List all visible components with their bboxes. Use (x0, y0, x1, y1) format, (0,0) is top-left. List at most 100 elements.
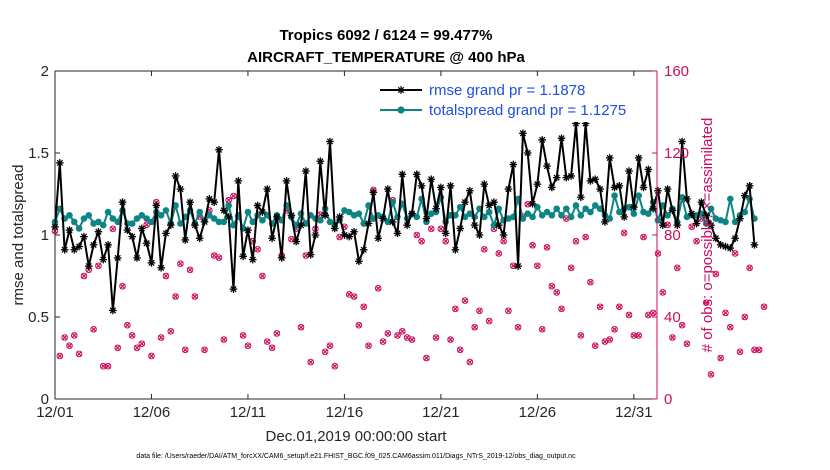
totalspread-point (220, 218, 228, 226)
obs-count-markers (51, 186, 768, 378)
rmse-point (494, 221, 503, 229)
obs-point (66, 342, 73, 350)
legend-spread-marker (397, 106, 405, 114)
totalspread-point (727, 195, 734, 203)
totalspread-point (625, 203, 633, 211)
obs-point (99, 362, 107, 370)
y-left-tick-label: 0.5 (28, 309, 49, 326)
obs-point (678, 321, 686, 329)
rmse-point (523, 149, 532, 157)
legend-box (374, 76, 650, 122)
rmse-point (745, 182, 754, 190)
totalspread-point (177, 220, 184, 227)
rmse-point (118, 198, 127, 206)
totalspread-point (104, 208, 112, 216)
obs-point (736, 348, 744, 356)
obs-point (355, 321, 363, 329)
rmse-point (601, 218, 609, 226)
obs-point (751, 346, 758, 354)
obs-point (659, 289, 667, 296)
rmse-point (258, 208, 267, 216)
totalspread-point (606, 215, 614, 222)
y-axis-right-label: # of obs: o=possible; ×=assimilated (699, 118, 716, 353)
rmse-point (166, 221, 175, 229)
totalspread-point (664, 212, 671, 219)
obs-point (529, 241, 536, 249)
totalspread-point (591, 202, 599, 209)
rmse-point (736, 214, 744, 223)
totalspread-point (75, 225, 83, 232)
rmse-point (412, 170, 421, 179)
rmse-point (731, 234, 739, 243)
rmse-point (707, 221, 715, 229)
obs-point (596, 303, 604, 311)
rmse-point (596, 185, 604, 193)
obs-point (254, 246, 261, 253)
rmse-point (379, 214, 387, 223)
y-right-tick-label: 120 (664, 145, 689, 162)
rmse-point (533, 180, 542, 188)
obs-point (471, 323, 478, 331)
obs-point (384, 330, 392, 337)
rmse-point (65, 226, 74, 234)
rmse-point (668, 206, 677, 215)
rmse-point (475, 231, 484, 239)
totalspread-point (645, 210, 652, 217)
rmse-point (171, 172, 180, 180)
obs-point (538, 326, 546, 333)
totalspread-point (128, 220, 136, 227)
rmse-point (576, 193, 585, 202)
totalspread-point (630, 210, 638, 217)
rmse-point (663, 185, 672, 193)
obs-point (432, 334, 440, 341)
rmse-point (215, 145, 223, 154)
obs-point (95, 262, 102, 270)
rmse-point (726, 244, 735, 252)
rmse-point (422, 214, 431, 223)
rmse-point (403, 221, 411, 229)
totalspread-point (456, 203, 464, 211)
data-file-footnote: data file: /Users/raeder/DAI/ATM_forcXX/… (136, 453, 576, 460)
rmse-point (605, 154, 614, 162)
obs-point (625, 311, 633, 319)
totalspread-point (85, 212, 93, 219)
rmse-point (99, 255, 108, 264)
rmse-point (388, 218, 397, 226)
obs-point (707, 371, 715, 378)
rmse-point (456, 224, 464, 233)
obs-point (244, 342, 252, 350)
obs-point (500, 237, 507, 245)
obs-point (437, 225, 445, 233)
rmse-point (432, 204, 440, 213)
rmse-point (205, 195, 214, 203)
rmse-point (220, 206, 228, 215)
legend-rmse-star (397, 86, 405, 94)
rmse-point (80, 232, 88, 241)
obs-point (591, 342, 599, 350)
obs-point (413, 231, 421, 239)
obs-point (321, 348, 329, 356)
y-left-tick-label: 2 (41, 63, 49, 80)
y-left-tick-label: 1 (41, 227, 49, 244)
rmse-point (152, 201, 161, 210)
legend: rmse grand pr = 1.1878 totalspread grand… (374, 76, 650, 122)
obs-point (326, 342, 334, 350)
legend-spread-label: totalspread grand pr = 1.1275 (429, 102, 626, 119)
obs-point (365, 342, 372, 350)
totalspread-point (162, 207, 170, 214)
obs-point (702, 299, 710, 306)
obs-point (75, 350, 83, 358)
totalspread-point (611, 192, 618, 199)
obs-point (167, 328, 175, 335)
x-axis-label: Dec.01,2019 00:00:00 start (266, 428, 448, 445)
rmse-point (244, 226, 252, 234)
obs-point (481, 246, 488, 253)
totalspread-point (172, 202, 179, 209)
rmse-point (128, 232, 136, 241)
obs-point (350, 293, 358, 300)
obs-point (191, 293, 199, 300)
rmse-point (499, 231, 508, 239)
totalspread-point (230, 221, 237, 229)
totalspread-point (577, 212, 585, 219)
totalspread-point (707, 205, 715, 213)
